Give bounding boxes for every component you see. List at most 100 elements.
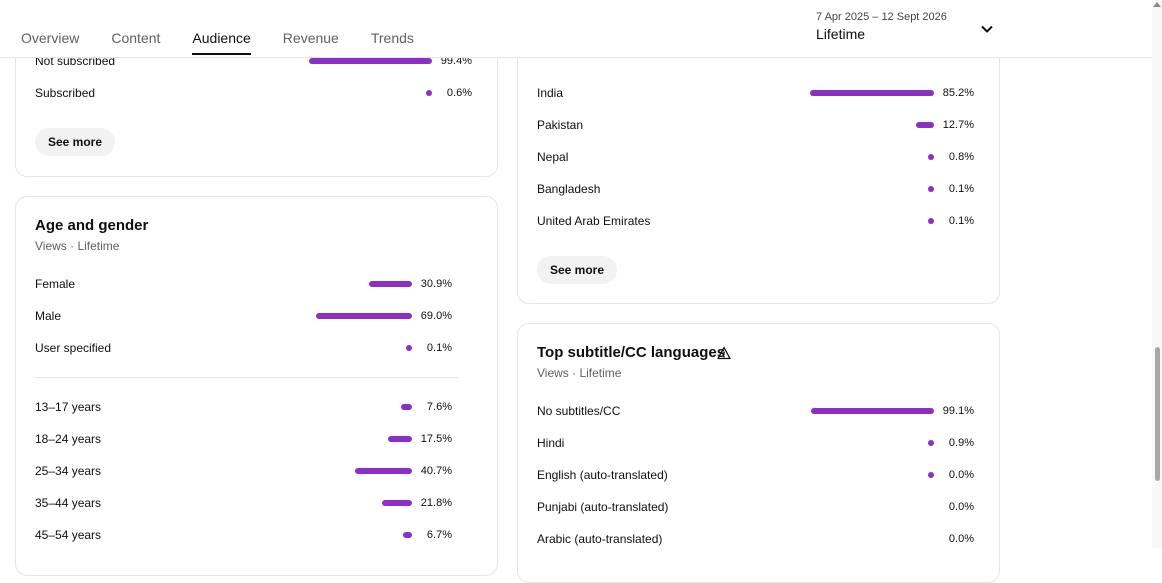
row-label: Punjabi (auto-translated) <box>537 500 669 514</box>
list-item: Nepal 0.8% <box>537 147 977 167</box>
percentage-bar <box>928 186 934 192</box>
list-item: 45–54 years 6.7% <box>35 525 475 545</box>
percentage-value: 7.6% <box>426 401 452 413</box>
percentage-bar <box>928 218 934 224</box>
percentage-bar <box>401 404 412 410</box>
percentage-value: 6.7% <box>426 529 452 541</box>
see-more-button[interactable]: See more <box>537 256 618 284</box>
row-label: English (auto-translated) <box>537 468 668 482</box>
list-item: Hindi 0.9% <box>537 433 977 453</box>
row-label: Arabic (auto-translated) <box>537 532 663 546</box>
list-item: Female 30.9% <box>35 274 475 294</box>
card-subtitle: Views · Lifetime <box>537 366 622 380</box>
percentage-bar <box>928 472 934 478</box>
age-gender-card: Age and gender Views · Lifetime Female 30… <box>15 196 498 576</box>
row-label: United Arab Emirates <box>537 214 651 228</box>
list-item: English (auto-translated) 0.0% <box>537 465 977 485</box>
percentage-value: 85.2% <box>942 87 974 99</box>
scrollbar-thumb[interactable] <box>1155 347 1160 481</box>
list-item: Bangladesh 0.1% <box>537 179 977 199</box>
percentage-value: 17.5% <box>420 433 452 445</box>
percentage-bar <box>426 90 432 96</box>
list-item: Pakistan 12.7% <box>537 115 977 135</box>
percentage-bar <box>915 122 934 128</box>
list-item: Arabic (auto-translated) 0.0% <box>537 529 977 549</box>
percentage-value: 99.1% <box>942 405 974 417</box>
list-item: Punjabi (auto-translated) 0.0% <box>537 497 977 517</box>
percentage-value: 0.0% <box>948 533 974 545</box>
row-label: Nepal <box>537 150 569 164</box>
card-subtitle: Views · Lifetime <box>35 239 120 253</box>
row-label: Bangladesh <box>537 182 601 196</box>
row-label: 18–24 years <box>35 432 102 446</box>
tab-revenue[interactable]: Revenue <box>282 30 339 46</box>
percentage-value: 30.9% <box>420 278 452 290</box>
top-header: Overview Content Audience Revenue Trends… <box>0 0 1152 58</box>
list-item: United Arab Emirates 0.1% <box>537 211 977 231</box>
percentage-value: 0.6% <box>446 87 472 99</box>
percentage-value: 21.8% <box>420 497 452 509</box>
see-more-button[interactable]: See more <box>35 128 116 156</box>
percentage-value: 0.1% <box>426 342 452 354</box>
percentage-value: 12.7% <box>942 119 974 131</box>
percentage-bar <box>811 408 934 414</box>
list-item: India 85.2% <box>537 83 977 103</box>
percentage-value: 0.0% <box>948 469 974 481</box>
percentage-value: 40.7% <box>420 465 452 477</box>
scroll-up-arrow-icon[interactable] <box>1153 2 1161 7</box>
percentage-value: 69.0% <box>420 310 452 322</box>
card-title: Top subtitle/CC languages <box>537 344 726 361</box>
row-label: Male <box>35 309 62 323</box>
percentage-bar <box>402 532 412 538</box>
percentage-bar <box>308 58 432 64</box>
row-label: India <box>537 86 564 100</box>
analytics-tabs: Overview Content Audience Revenue Trends <box>21 0 446 57</box>
date-preset-label[interactable]: Lifetime <box>816 26 866 42</box>
section-divider <box>35 377 459 378</box>
subtitle-languages-card: Top subtitle/CC languages Views · Lifeti… <box>517 323 1000 583</box>
tab-audience[interactable]: Audience <box>192 0 252 57</box>
percentage-bar <box>928 440 934 446</box>
percentage-bar <box>387 436 412 442</box>
scrollbar-track[interactable] <box>1152 0 1162 548</box>
percentage-bar <box>406 345 412 351</box>
list-item: Male 69.0% <box>35 306 475 326</box>
list-item: Subscribed 0.6% <box>35 83 475 103</box>
percentage-bar <box>355 468 412 474</box>
row-label: 13–17 years <box>35 400 102 414</box>
percentage-value: 0.0% <box>948 501 974 513</box>
percentage-bar <box>810 90 934 96</box>
row-label: User specified <box>35 341 112 355</box>
warning-icon[interactable] <box>717 346 731 360</box>
percentage-value: 0.1% <box>948 183 974 195</box>
tab-trends[interactable]: Trends <box>370 30 414 46</box>
percentage-value: 99.4% <box>440 55 472 67</box>
row-label: 45–54 years <box>35 528 102 542</box>
top-geographies-card: India 85.2% Pakistan 12.7% Nepal 0.8% Banglade… <box>517 20 1000 304</box>
date-range-text[interactable]: 7 Apr 2025 – 12 Sept 2026 <box>816 11 947 23</box>
list-item: 13–17 years 7.6% <box>35 397 475 417</box>
row-label: No subtitles/CC <box>537 404 621 418</box>
chevron-down-icon[interactable] <box>978 20 996 38</box>
row-label: 25–34 years <box>35 464 102 478</box>
row-label: 35–44 years <box>35 496 102 510</box>
row-label: Hindi <box>537 436 565 450</box>
row-label: Female <box>35 277 76 291</box>
percentage-bar <box>369 281 412 287</box>
row-label: Pakistan <box>537 118 584 132</box>
percentage-value: 0.9% <box>948 437 974 449</box>
row-label: Subscribed <box>35 86 96 100</box>
tab-overview[interactable]: Overview <box>21 30 80 46</box>
tab-content[interactable]: Content <box>111 30 161 46</box>
list-item: 18–24 years 17.5% <box>35 429 475 449</box>
percentage-value: 0.1% <box>948 215 974 227</box>
card-title: Age and gender <box>35 217 149 234</box>
list-item: 35–44 years 21.8% <box>35 493 475 513</box>
percentage-bar <box>381 500 412 506</box>
percentage-value: 0.8% <box>948 151 974 163</box>
list-item: 25–34 years 40.7% <box>35 461 475 481</box>
percentage-bar <box>316 313 412 319</box>
list-item: User specified 0.1% <box>35 338 475 358</box>
percentage-bar <box>928 154 934 160</box>
list-item: No subtitles/CC 99.1% <box>537 401 977 421</box>
